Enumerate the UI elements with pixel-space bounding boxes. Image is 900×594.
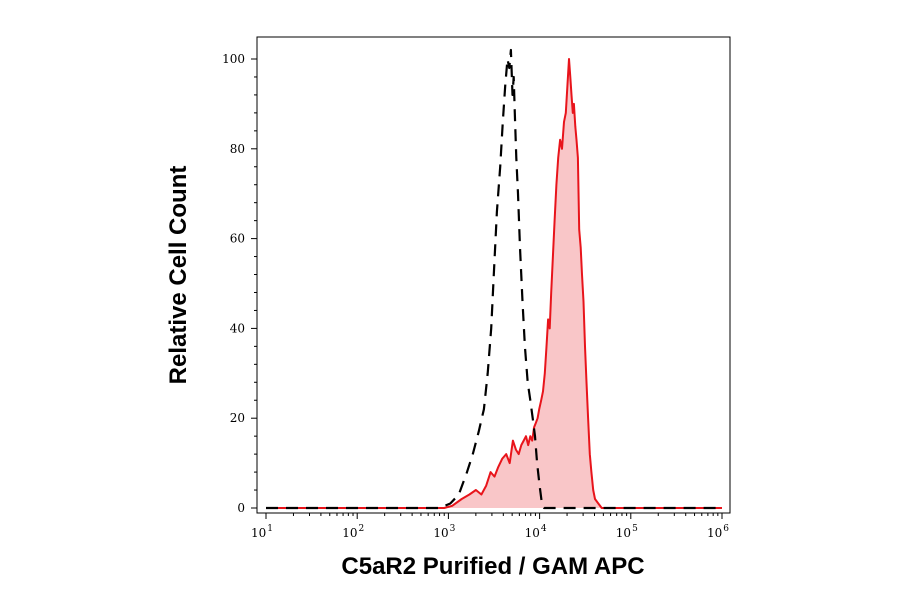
x-major-ticks (265, 513, 723, 519)
x-tick-labels: 101 102 103 104 105 106 (251, 524, 729, 540)
x-minor-ticks (292, 513, 719, 516)
x-axis-title: C5aR2 Purified / GAM APC (341, 553, 644, 580)
y-axis-title: Relative Cell Count (165, 166, 192, 385)
y-tick-label: 0 (237, 501, 245, 515)
series-line-solid (266, 58, 722, 509)
series-area-fill (266, 59, 722, 508)
x-tick-label: 105 (616, 524, 638, 540)
x-tick-label: 102 (342, 524, 364, 540)
y-tick-label: 40 (230, 321, 245, 335)
series-line-dashed (266, 48, 722, 510)
x-tick-label: 103 (433, 524, 455, 540)
y-tick-labels: 0 20 40 60 80 100 (222, 52, 245, 515)
y-tick-label: 20 (230, 411, 245, 425)
series-layer (266, 48, 722, 510)
x-tick-label: 104 (525, 524, 547, 540)
y-tick-label: 100 (222, 52, 245, 66)
y-tick-label: 80 (230, 142, 245, 156)
x-tick-label: 101 (251, 524, 273, 540)
y-major-ticks (251, 58, 257, 509)
x-tick-label: 106 (707, 524, 729, 540)
y-minor-ticks (254, 76, 257, 491)
y-tick-label: 60 (230, 232, 245, 246)
